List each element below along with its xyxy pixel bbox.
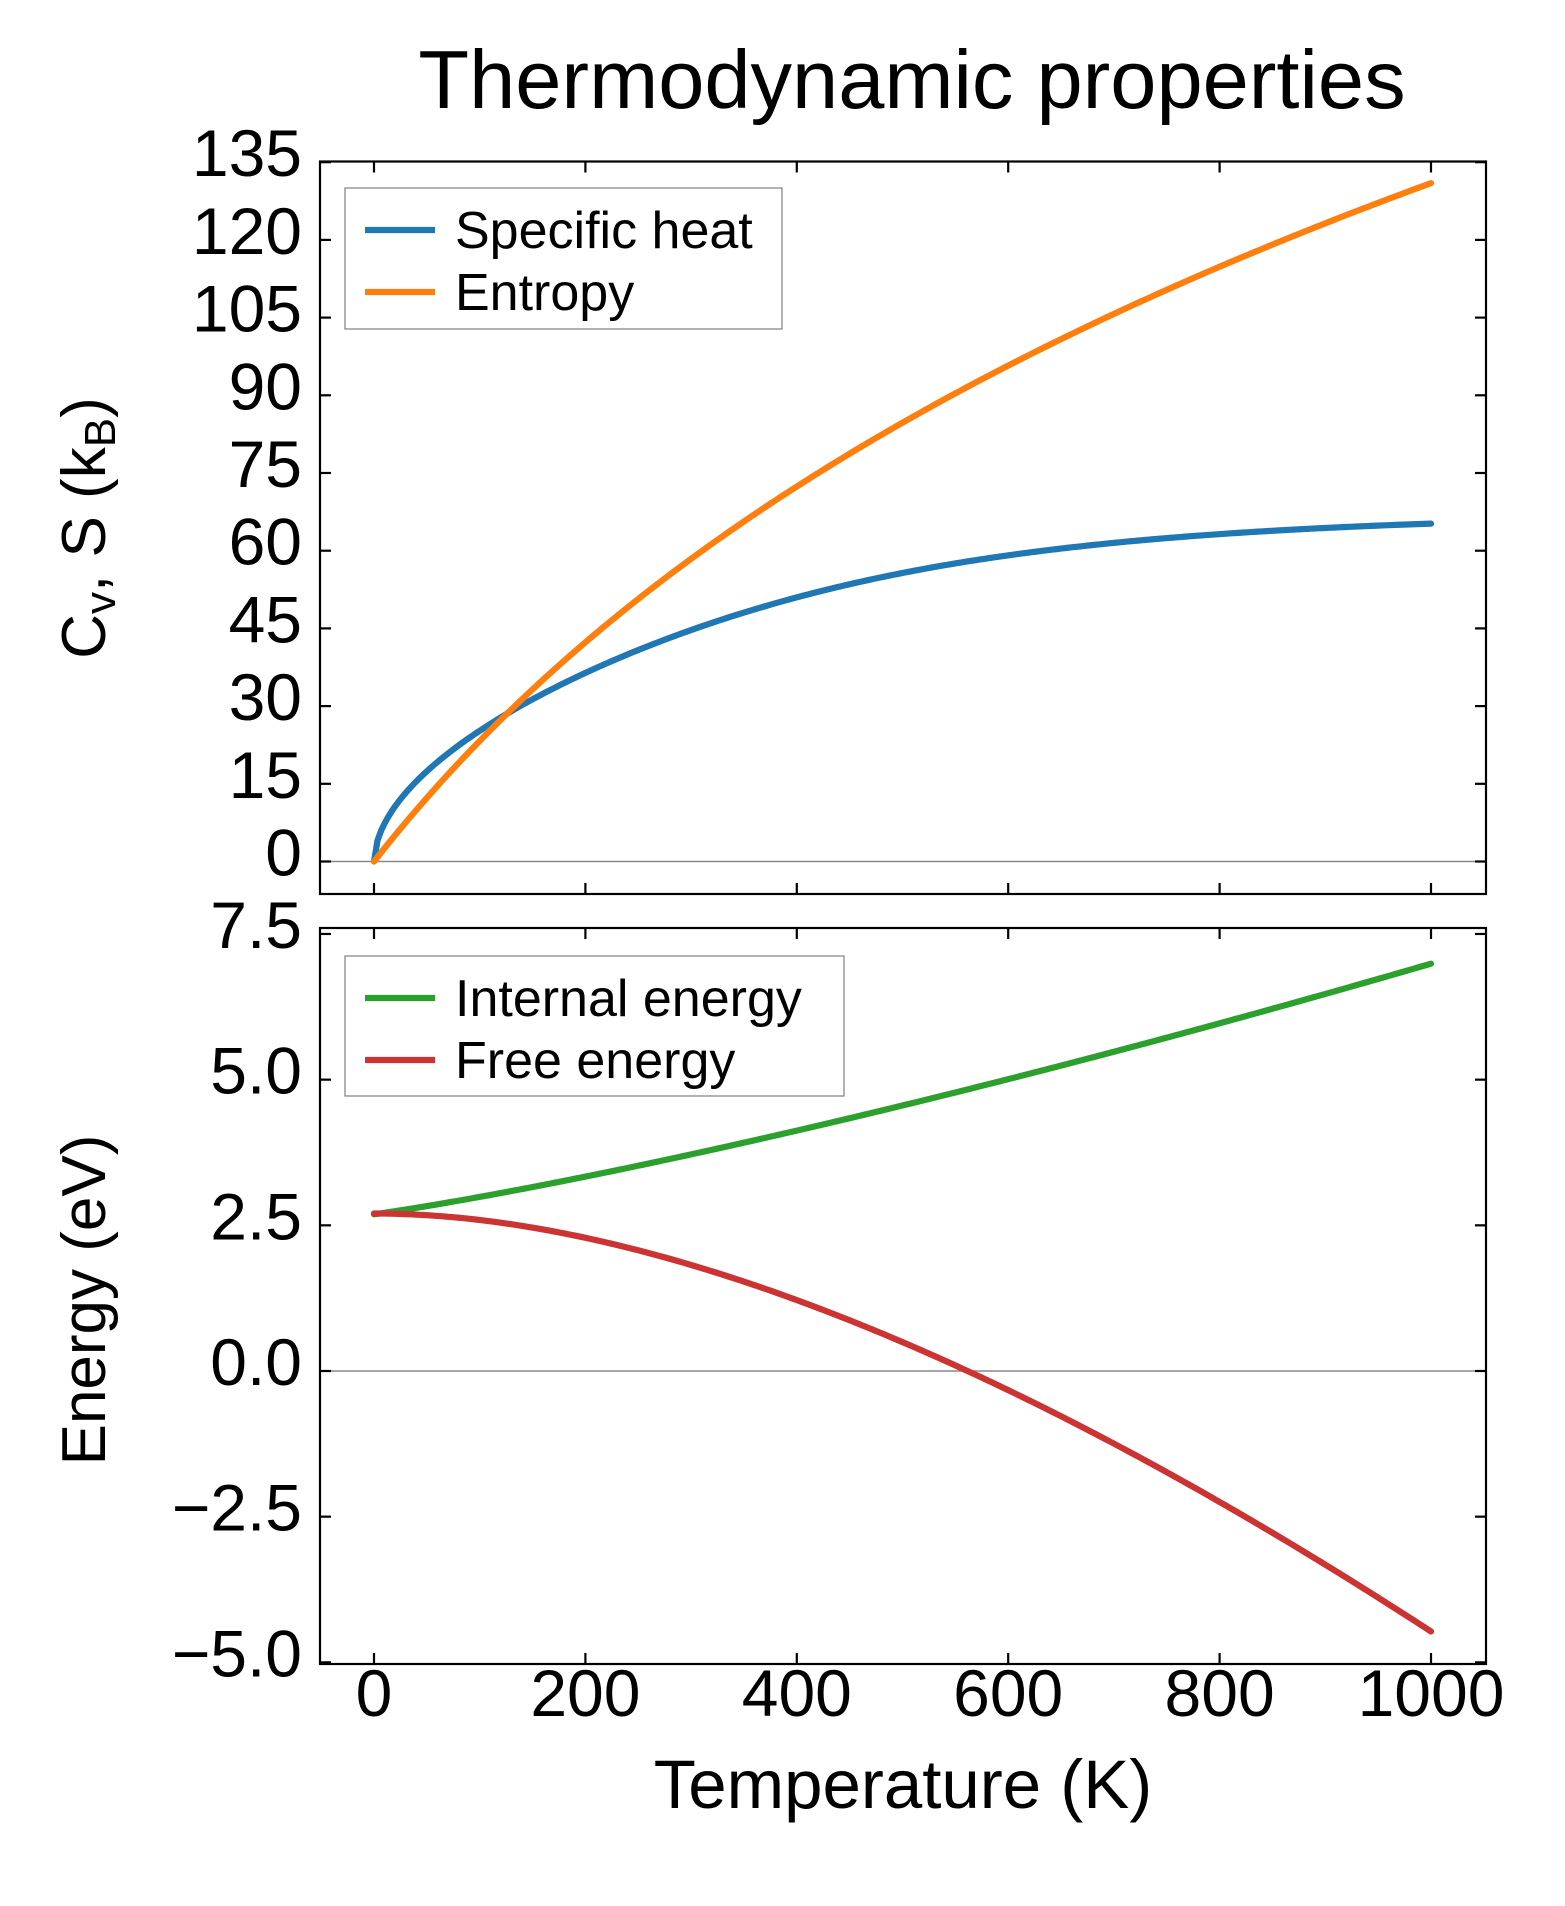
svg-text:0: 0 xyxy=(265,816,302,890)
svg-text:Free energy: Free energy xyxy=(455,1032,735,1090)
svg-text:0.0: 0.0 xyxy=(210,1325,302,1399)
svg-text:−5.0: −5.0 xyxy=(172,1616,302,1690)
svg-text:1000: 1000 xyxy=(1358,1656,1505,1730)
svg-text:−2.5: −2.5 xyxy=(172,1471,302,1545)
svg-text:105: 105 xyxy=(192,272,302,346)
svg-text:Temperature (K): Temperature (K) xyxy=(654,1746,1153,1823)
svg-text:Thermodynamic properties: Thermodynamic properties xyxy=(418,33,1405,126)
svg-text:Specific heat: Specific heat xyxy=(455,202,753,260)
svg-text:2.5: 2.5 xyxy=(210,1179,302,1253)
svg-text:135: 135 xyxy=(192,116,302,190)
svg-text:45: 45 xyxy=(229,582,302,656)
svg-text:30: 30 xyxy=(229,660,302,734)
svg-text:60: 60 xyxy=(229,505,302,579)
svg-text:Internal energy: Internal energy xyxy=(455,970,802,1028)
svg-text:200: 200 xyxy=(530,1656,640,1730)
svg-text:90: 90 xyxy=(229,349,302,423)
svg-text:15: 15 xyxy=(229,738,302,812)
svg-text:Energy (eV): Energy (eV) xyxy=(50,1135,119,1466)
svg-text:Entropy: Entropy xyxy=(455,264,634,322)
svg-text:800: 800 xyxy=(1165,1656,1275,1730)
svg-text:75: 75 xyxy=(229,427,302,501)
svg-text:120: 120 xyxy=(192,194,302,268)
svg-text:5.0: 5.0 xyxy=(210,1034,302,1108)
svg-text:0: 0 xyxy=(356,1656,393,1730)
svg-text:400: 400 xyxy=(742,1656,852,1730)
svg-text:600: 600 xyxy=(953,1656,1063,1730)
svg-text:7.5: 7.5 xyxy=(210,888,302,962)
